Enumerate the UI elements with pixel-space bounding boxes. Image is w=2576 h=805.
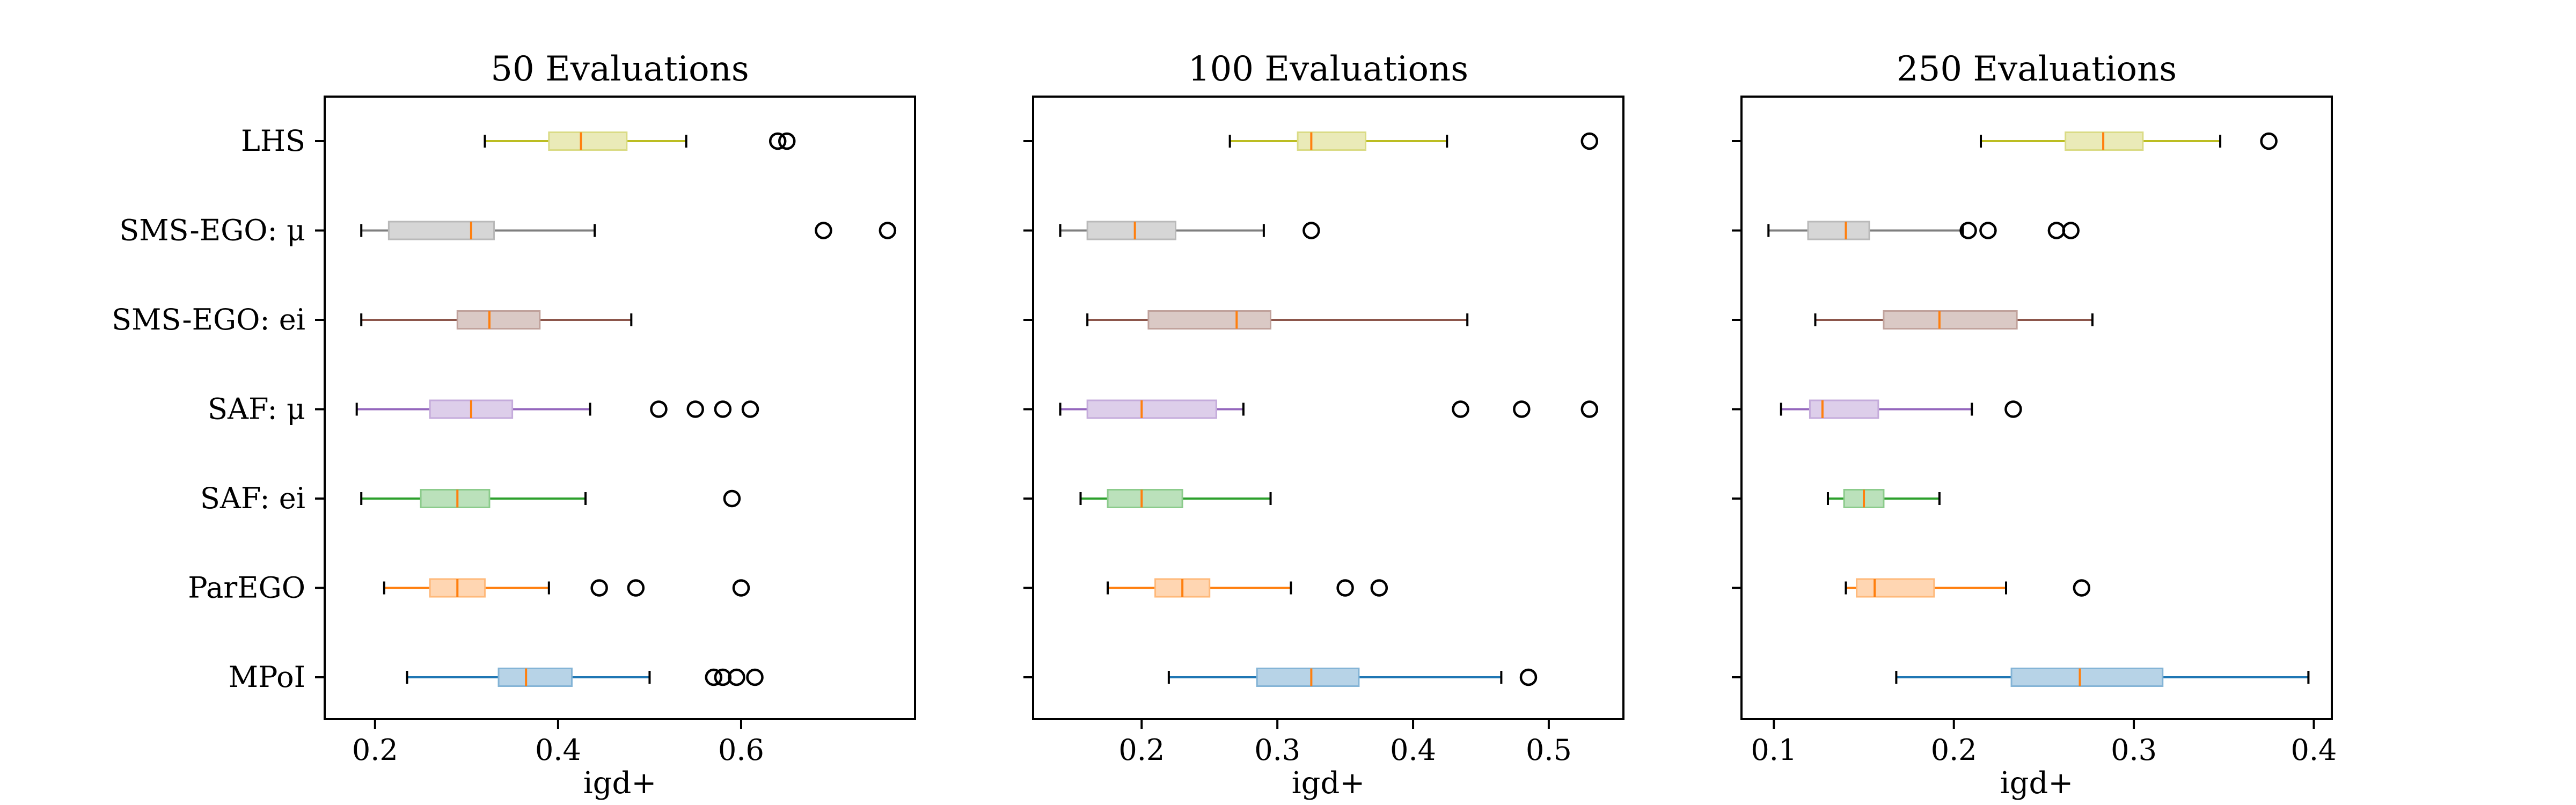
x-tick-label: 0.6 [718,733,764,767]
x-tick-label: 0.3 [2111,733,2157,767]
box-saf-ei [1079,489,1272,508]
outlier-point [2073,579,2091,597]
box-sms-ego-ei [1086,310,1469,330]
iqr-box [1856,578,1935,598]
subplot-title: 250 Evaluations [1897,49,2177,89]
outlier-point [1513,400,1531,418]
axes-frame [1740,96,2333,720]
box-sms-ego-ei [360,310,633,330]
outlier-point [723,489,741,508]
iqr-box [497,668,573,687]
outlier-point [879,222,897,239]
box-sms-ego-mu [1767,221,2080,240]
outlier-point [1580,400,1599,418]
outlier-point [769,132,787,150]
outlier-point [714,668,732,686]
box-saf-mu [355,399,759,419]
outlier-point [2047,222,2066,239]
subplot-1: 50 Evaluations 0.2 0.4 0.6 igd+ LHS SMS-EGO: μ… [112,49,916,801]
outlier-point [815,222,832,239]
outlier-point [1452,400,1469,418]
outlier-point [686,400,704,418]
outlier-point [778,132,796,150]
outlier-point [741,400,759,418]
box-mpoi [1167,668,1538,687]
x-tick-label: 0.2 [352,733,398,767]
iqr-box [387,221,495,240]
iqr-box [1086,399,1217,419]
axes-frame [324,96,916,720]
axes-frame [1032,96,1624,720]
outlier-point [650,400,668,418]
x-tick-label: 0.2 [1931,733,1977,767]
box-mpoi [1895,668,2310,687]
iqr-box [1883,310,2018,330]
iqr-box [456,310,541,330]
box-saf-ei [360,489,741,508]
x-tick-label: 0.1 [1751,733,1797,767]
outlier-point [728,668,745,686]
box-mpoi [406,668,764,687]
y-tick-label-saf-ei: SAF: ei [200,481,305,515]
x-tick-label: 0.4 [1390,733,1436,767]
x-tick-label: 0.4 [535,733,581,767]
iqr-box [1107,489,1183,508]
box-lhs [1228,131,1599,151]
outlier-point [627,579,645,597]
x-axis-label: igd+ [2000,766,2074,801]
outlier-point [1979,222,1997,239]
outlier-point [705,668,723,686]
box-parego [1845,578,2091,598]
box-parego [1107,578,1388,598]
box-sms-ego-mu [1059,221,1320,240]
iqr-box [2010,668,2164,687]
box-parego [383,578,750,598]
outlier-point [746,668,764,686]
box-saf-ei [1826,489,1941,508]
x-tick-label: 0.3 [1254,733,1300,767]
box-lhs [1980,131,2278,151]
iqr-box [548,131,628,151]
x-axis-label: igd+ [583,766,657,801]
outlier-point [590,579,608,597]
iqr-box [1807,221,1870,240]
box-saf-mu [1780,399,2022,419]
outlier-point [1959,222,1977,239]
outlier-point [732,579,750,597]
outlier-point [1336,579,1354,597]
iqr-box [420,489,491,508]
box-saf-mu [1059,399,1599,419]
outlier-point [1302,222,1320,239]
y-tick-label-mpoi: MPoI [229,660,305,694]
subplot-2: 100 Evaluations 0.2 0.3 0.4 0.5 igd+ [1023,49,1624,801]
y-tick-label-saf-mu: SAF: μ [208,392,305,426]
y-tick-label-sms-ego-ei: SMS-EGO: ei [112,303,305,336]
outlier-point [1370,579,1388,597]
iqr-box [1297,131,1367,151]
box-sms-ego-ei [1814,310,2094,330]
outlier-point [714,400,732,418]
iqr-box [1256,668,1360,687]
outlier-point [1580,132,1599,150]
y-tick-label-sms-ego-mu: SMS-EGO: μ [119,214,305,247]
outlier-point [2062,222,2080,239]
y-tick-label-lhs: LHS [241,124,305,158]
x-tick-label: 0.5 [1526,733,1572,767]
x-tick-label: 0.4 [2291,733,2337,767]
x-tick-label: 0.2 [1118,733,1165,767]
subplot-title: 50 Evaluations [491,49,749,89]
x-axis-label: igd+ [1292,766,1365,801]
iqr-box [1086,221,1177,240]
box-sms-ego-mu [360,221,897,240]
box-lhs [484,131,796,151]
outlier-point [2004,400,2022,418]
subplot-3: 250 Evaluations 0.1 0.2 0.3 0.4 igd+ [1732,49,2337,801]
outlier-point [1519,668,1538,686]
subplot-title: 100 Evaluations [1188,49,1468,89]
iqr-box [1147,310,1272,330]
outlier-point [2260,132,2278,150]
iqr-box [1809,399,1879,419]
y-tick-label-parego: ParEGO [188,571,305,605]
